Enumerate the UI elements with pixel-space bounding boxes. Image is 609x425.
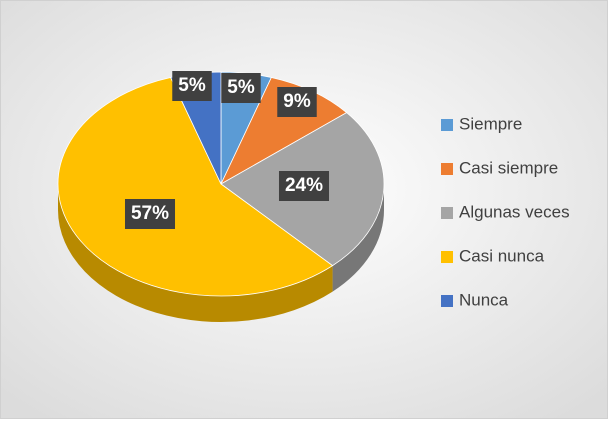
legend-swatch xyxy=(441,119,453,131)
legend-swatch xyxy=(441,163,453,175)
data-label-box xyxy=(277,87,317,117)
data-label-box xyxy=(221,73,261,103)
data-label: 24% xyxy=(285,175,323,196)
slice-side xyxy=(58,184,333,322)
legend-label: Casi siempre xyxy=(459,158,558,177)
slice xyxy=(57,77,334,297)
legend-label: Casi nunca xyxy=(459,246,545,265)
data-label: 9% xyxy=(283,91,311,112)
legend-label: Siempre xyxy=(459,114,522,133)
legend-swatch xyxy=(441,251,453,263)
legend-label: Algunas veces xyxy=(459,202,570,221)
legend-label: Nunca xyxy=(459,290,509,309)
data-label: 5% xyxy=(178,75,206,96)
data-label-box xyxy=(278,171,330,201)
data-label: 5% xyxy=(227,77,255,98)
data-label: 57% xyxy=(131,203,169,224)
slice-side xyxy=(332,184,384,292)
legend-swatch xyxy=(441,207,453,219)
data-label-box xyxy=(124,199,176,229)
legend-swatch xyxy=(441,295,453,307)
data-label-box xyxy=(172,71,212,101)
